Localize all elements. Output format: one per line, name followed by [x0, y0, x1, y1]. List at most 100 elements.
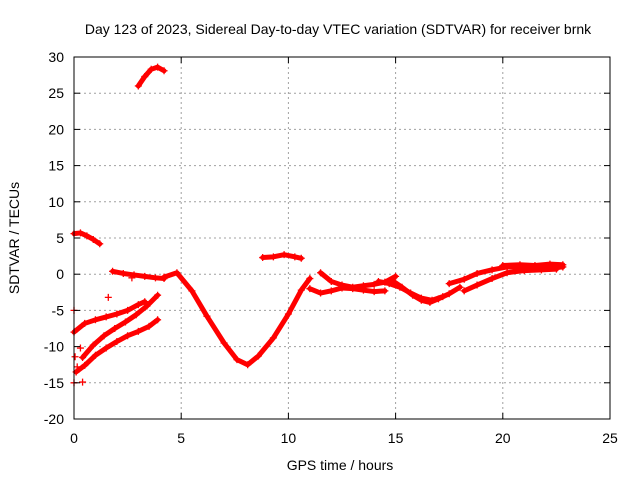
data-point	[132, 311, 140, 319]
data-point	[327, 287, 335, 295]
data-point	[244, 361, 252, 369]
data-point	[102, 344, 110, 352]
data-point	[134, 82, 142, 90]
y-tick-label: 10	[48, 194, 64, 210]
data-point	[121, 318, 129, 326]
data-point	[439, 293, 447, 301]
data-point	[100, 332, 108, 340]
chart-title: Day 123 of 2023, Sidereal Day-to-day VTE…	[85, 21, 592, 37]
data-point	[317, 269, 325, 277]
data-point	[89, 341, 97, 349]
data-point	[71, 353, 79, 361]
data-point	[124, 332, 132, 340]
data-point	[297, 254, 305, 262]
y-tick-label: 20	[48, 121, 64, 137]
data-point	[445, 280, 453, 288]
series-arc-15	[499, 260, 567, 270]
data-point	[407, 289, 415, 297]
y-tick-label: 30	[48, 49, 64, 65]
data-point	[291, 253, 299, 261]
data-point	[460, 287, 468, 295]
data-point	[141, 298, 149, 306]
x-tick-label: 20	[495, 430, 511, 446]
x-tick-label: 25	[602, 430, 618, 446]
series-arc-12	[374, 277, 447, 304]
series-arc-10	[306, 284, 389, 297]
data-point	[531, 262, 539, 270]
data-point	[317, 289, 325, 297]
x-tick-label: 15	[388, 430, 404, 446]
data-point	[96, 240, 104, 248]
data-point	[113, 338, 121, 346]
data-point	[297, 286, 305, 294]
y-tick-label: -20	[44, 411, 64, 427]
data-point	[374, 277, 382, 285]
data-point	[385, 280, 393, 288]
data-point	[537, 266, 545, 274]
series-arc-2	[70, 229, 104, 248]
y-tick-label: 0	[56, 266, 64, 282]
data-point	[445, 290, 453, 298]
data-point	[546, 260, 554, 268]
data-point	[83, 232, 91, 240]
data-point	[370, 280, 378, 288]
data-point	[160, 67, 168, 75]
data-point	[520, 267, 528, 275]
data-point	[559, 261, 567, 269]
data-point	[392, 272, 400, 280]
axis-ticks	[73, 56, 611, 420]
data-point	[124, 306, 132, 314]
data-point	[473, 269, 481, 277]
data-point	[79, 378, 87, 386]
series-band	[80, 292, 161, 360]
data-point	[349, 285, 357, 293]
data-point	[188, 287, 196, 295]
data-point	[151, 274, 159, 282]
data-point	[327, 277, 335, 285]
data-point	[284, 310, 292, 318]
data-point	[488, 275, 496, 283]
data-point	[233, 356, 241, 364]
y-tick-label: -15	[44, 375, 64, 391]
data-point	[173, 269, 181, 277]
data-point	[104, 293, 112, 301]
data-point	[113, 310, 121, 318]
data-point	[338, 284, 346, 292]
data-point	[154, 316, 162, 324]
x-axis-label: GPS time / hours	[287, 457, 394, 473]
data-point	[73, 363, 81, 371]
data-point	[428, 296, 436, 304]
data-point	[460, 275, 468, 283]
data-point	[76, 229, 84, 237]
series-arc-4	[160, 269, 314, 369]
data-point	[254, 352, 262, 360]
data-point	[145, 322, 153, 330]
data-point	[134, 327, 142, 335]
data-point	[160, 273, 168, 281]
y-tick-label: -10	[44, 339, 64, 355]
data-point	[128, 274, 136, 282]
series-arc-8	[79, 291, 162, 361]
grid-lines	[74, 57, 610, 419]
x-tick-label: 5	[177, 430, 185, 446]
data-point	[516, 261, 524, 269]
tick-labels: 0 5 10 15 20 25 -20 -15 -10 -5 0 5 10 15 20 25 30	[44, 49, 618, 446]
y-tick-label: -5	[52, 302, 65, 318]
data-point	[141, 272, 149, 280]
data-point	[79, 353, 87, 361]
data-point	[154, 63, 162, 71]
data-point	[280, 251, 288, 259]
data-point	[91, 351, 99, 359]
series-arc-1	[134, 63, 168, 90]
data-point	[359, 286, 367, 294]
data-point	[269, 334, 277, 342]
data-point	[306, 285, 314, 293]
data-point	[396, 283, 404, 291]
data-point	[203, 312, 211, 320]
data-point	[456, 283, 464, 291]
data-point	[306, 275, 314, 283]
data-point	[111, 325, 119, 332]
data-point	[269, 253, 277, 261]
